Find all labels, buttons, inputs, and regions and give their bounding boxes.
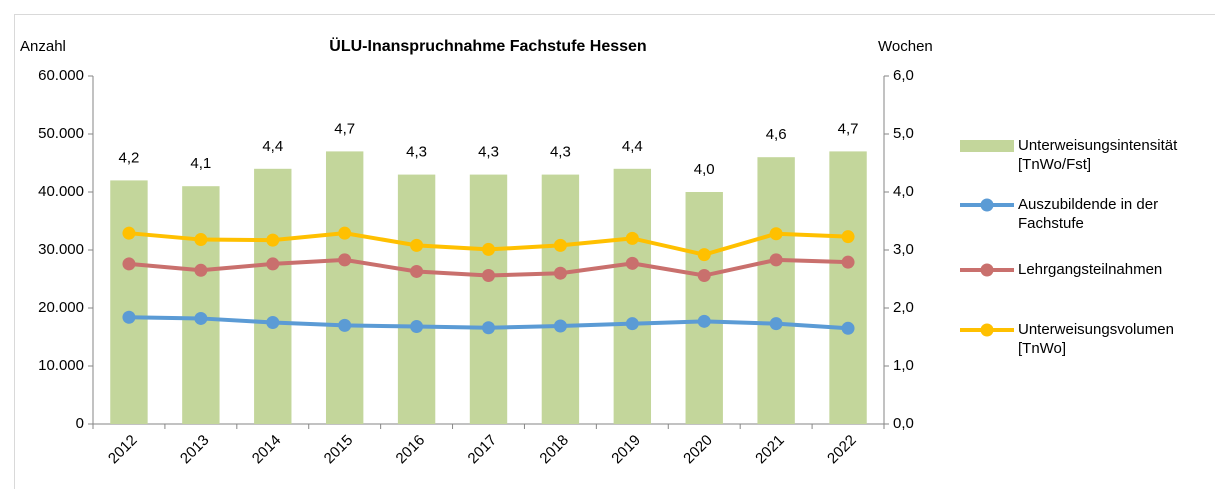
point xyxy=(625,231,639,245)
point xyxy=(482,321,495,335)
legend-label: Unterweisungsvolumen [TnWo] xyxy=(1018,321,1174,357)
point xyxy=(697,269,711,283)
point xyxy=(410,264,424,278)
x-tick-label: 2013 xyxy=(177,432,213,468)
chart-frame xyxy=(14,14,1215,489)
x-tick-label: 2012 xyxy=(105,432,141,468)
point xyxy=(122,226,136,240)
data-label: 4,2 xyxy=(119,149,140,166)
legend-label: Auszubildende in der Fachstufe xyxy=(1018,196,1159,232)
y-tick-label: 30.000 xyxy=(38,241,84,258)
point xyxy=(266,257,280,271)
bar xyxy=(613,168,652,424)
bar xyxy=(110,180,148,424)
point xyxy=(841,230,855,244)
y-tick-label: 20.000 xyxy=(38,299,84,316)
point xyxy=(697,248,711,262)
y-tick-label: 60.000 xyxy=(38,67,84,84)
point xyxy=(553,266,567,280)
point xyxy=(769,317,783,331)
point xyxy=(410,320,424,334)
data-label: 4,3 xyxy=(478,144,499,161)
y2-tick-label: 6,0 xyxy=(893,67,914,84)
x-tick-label: 2017 xyxy=(465,432,501,468)
x-tick-label: 2021 xyxy=(752,432,788,468)
y2-tick-label: 3,0 xyxy=(893,241,914,258)
legend-swatch xyxy=(960,140,1014,152)
x-tick-label: 2022 xyxy=(824,432,860,468)
data-label: 4,1 xyxy=(190,155,211,172)
x-tick-label: 2014 xyxy=(249,432,285,468)
legend-marker xyxy=(980,323,994,337)
point xyxy=(841,321,855,335)
data-label: 4,4 xyxy=(622,138,643,155)
x-tick-label: 2016 xyxy=(393,432,429,468)
x-tick-label: 2015 xyxy=(321,432,357,468)
y2-tick-label: 0,0 xyxy=(893,415,914,432)
bar xyxy=(541,174,580,424)
y-tick-label: 10.000 xyxy=(38,357,84,374)
y2-axis-label: Wochen xyxy=(878,38,933,55)
point xyxy=(266,233,280,247)
y-axis-label: Anzahl xyxy=(20,38,66,55)
y2-tick-label: 2,0 xyxy=(893,299,914,316)
data-label: 4,7 xyxy=(334,120,355,137)
point xyxy=(625,317,639,331)
y2-tick-label: 1,0 xyxy=(893,357,914,374)
y2-tick-label: 5,0 xyxy=(893,125,914,142)
x-tick-label: 2018 xyxy=(536,432,572,468)
x-tick-label: 2020 xyxy=(680,432,716,468)
bar xyxy=(182,186,220,424)
bar xyxy=(757,157,795,424)
bar xyxy=(469,174,508,424)
data-label: 4,6 xyxy=(766,126,787,143)
x-tick-label: 2019 xyxy=(608,432,644,468)
bar xyxy=(254,168,292,424)
point xyxy=(553,319,567,333)
point xyxy=(194,233,208,247)
chart-title: ÜLU-Inanspruchnahme Fachstufe Hessen xyxy=(329,36,646,55)
point xyxy=(410,238,424,252)
legend-marker xyxy=(980,263,994,277)
point xyxy=(482,269,495,283)
data-label: 4,0 xyxy=(694,161,715,178)
point xyxy=(553,238,567,252)
legend-label: Lehrgangsteilnahmen xyxy=(1018,261,1163,278)
data-label: 4,3 xyxy=(550,144,571,161)
point xyxy=(769,227,783,241)
legend-marker xyxy=(980,198,994,212)
point xyxy=(769,253,783,267)
point xyxy=(338,253,352,267)
point xyxy=(122,257,136,271)
bar xyxy=(325,151,364,424)
point xyxy=(841,255,855,269)
point xyxy=(338,318,352,332)
point xyxy=(625,256,639,270)
bar xyxy=(685,192,723,424)
point xyxy=(338,226,352,240)
y2-tick-label: 4,0 xyxy=(893,183,914,200)
point xyxy=(697,314,711,328)
point xyxy=(482,242,495,256)
point xyxy=(266,316,280,329)
data-label: 4,4 xyxy=(262,138,283,155)
y-tick-label: 50.000 xyxy=(38,125,84,142)
legend-label: Unterweisungsintensität [TnWo/Fst] xyxy=(1018,137,1178,173)
point xyxy=(194,263,208,277)
point xyxy=(194,311,208,325)
data-label: 4,3 xyxy=(406,144,427,161)
data-label: 4,7 xyxy=(838,120,859,137)
y-tick-label: 0 xyxy=(76,415,84,432)
point xyxy=(122,310,136,324)
y-tick-label: 40.000 xyxy=(38,183,84,200)
bar xyxy=(829,151,867,424)
bar xyxy=(397,174,436,424)
